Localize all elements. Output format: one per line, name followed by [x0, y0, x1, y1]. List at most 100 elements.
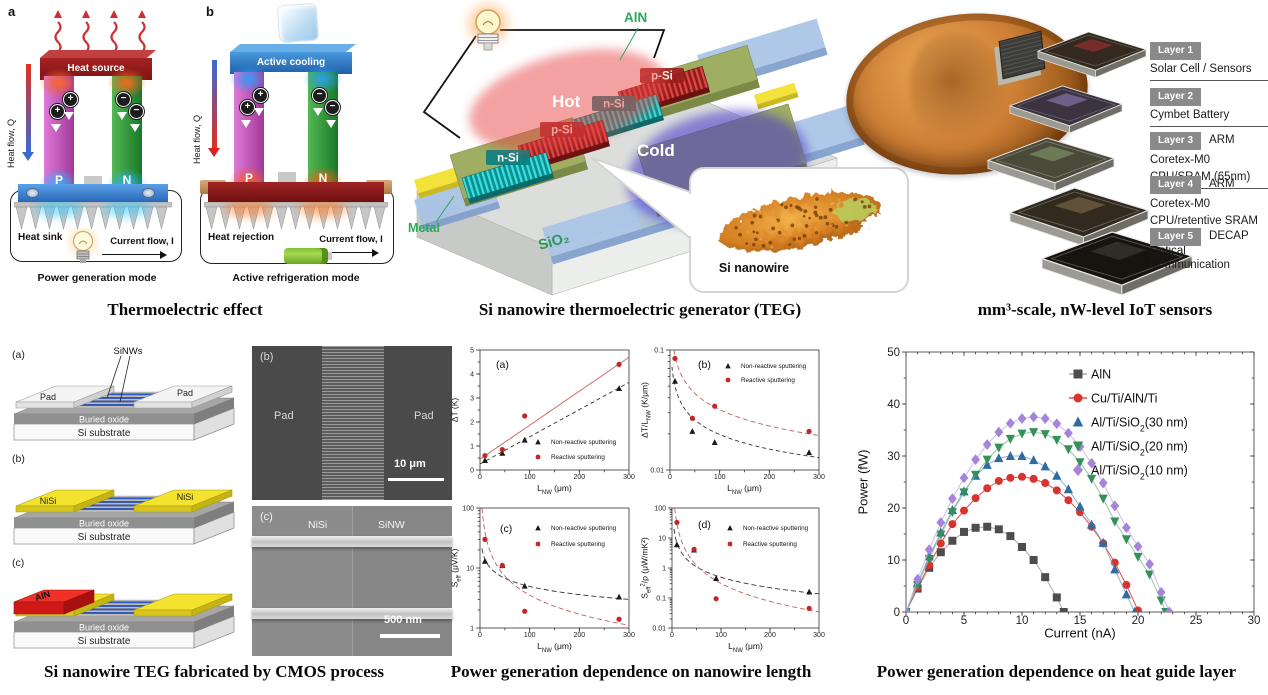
carrier-arrow [51, 124, 61, 132]
step-tag: (a) [12, 349, 25, 361]
series-0 [671, 366, 819, 459]
x-axis-label: LNW (μm) [537, 641, 572, 654]
active-cooling-label: Active cooling [256, 57, 326, 68]
light-bulb-icon [70, 229, 96, 263]
series-1 [480, 356, 629, 460]
svg-text:0.1: 0.1 [656, 595, 666, 602]
hot-plate [208, 182, 384, 202]
svg-text:100: 100 [462, 505, 474, 512]
heat-flow-label: Heat flow, Q [6, 118, 16, 168]
scale-bar [380, 634, 440, 638]
screw [26, 188, 39, 198]
iot-layer-1: Layer 1 Solar Cell / Sensors [1150, 40, 1268, 81]
sem-tag: (b) [260, 351, 274, 363]
panel-thermoelectric-b: b Active cooling Heat flow, Q P N + + − … [190, 2, 402, 296]
screw [142, 188, 155, 198]
battery-terminal [328, 252, 332, 260]
n-label: N [122, 173, 132, 187]
caption-cmos: Si nanowire TEG fabricated by CMOS proce… [43, 662, 385, 681]
svg-text:Reactive sputtering: Reactive sputtering [741, 377, 795, 384]
nisi-label: NiSi [40, 496, 57, 506]
aln-callout-line [619, 27, 639, 61]
current-arrowhead [372, 248, 379, 257]
legend: Non-reactive sputtering Reactive sputteri… [535, 439, 617, 461]
chart-seebeck: 0 100 200 300 1 10 100 LNW (μm) Seff (μV/K) (c) No… [450, 500, 638, 665]
current-arrow [310, 252, 372, 253]
svg-text:15: 15 [1074, 615, 1087, 627]
svg-text:100: 100 [714, 474, 726, 481]
active-cooling-top [230, 44, 356, 52]
sinws-callout: SiNWs [113, 346, 142, 357]
chart-delta-t: 0 100 200 300 0 1 2 3 4 5 LNW (μm) ΔT (K) (a) Non-rea… [450, 342, 638, 507]
caption-teg: Si nanowire thermoelectric generator (TE… [478, 300, 802, 319]
series-0 [480, 382, 629, 465]
n-label: N [318, 171, 328, 185]
carrier-arrow [313, 108, 323, 116]
carrier-arrow [241, 120, 251, 128]
svg-text:200: 200 [763, 474, 775, 481]
svg-text:300: 300 [813, 632, 825, 639]
svg-text:200: 200 [573, 474, 585, 481]
svg-text:0: 0 [478, 474, 482, 481]
p-label: P [244, 171, 253, 185]
metal-callout-line [435, 195, 455, 223]
iot-layer-title: ARM Coretex-M0 [1150, 178, 1235, 210]
sem-tag: (c) [260, 511, 273, 523]
sem-image-c: (c) NiSi SiNW 500 nm [252, 506, 452, 656]
axes [666, 349, 820, 474]
plot-area [906, 411, 1174, 612]
svg-text:Reactive sputtering: Reactive sputtering [551, 454, 605, 461]
svg-text:Non-reactive sputtering: Non-reactive sputtering [551, 525, 617, 532]
svg-text:0: 0 [668, 474, 672, 481]
substrate-label: Si substrate [78, 428, 131, 439]
svg-text:5: 5 [470, 347, 474, 354]
iot-layer-list: Layer 1 Solar Cell / Sensors Layer 2 Cymbet… [1150, 6, 1268, 298]
tick-labels: 0 100 200 300 0.01 0.1 1 10 100 [652, 505, 825, 639]
hot-label: Hot [552, 92, 581, 111]
svg-text:Cu/Ti/AlN/Ti: Cu/Ti/AlN/Ti [1091, 391, 1157, 405]
chart-power-current: 0 5 10 15 20 25 30 0 10 20 30 40 50 Current (nA) Power… [856, 340, 1268, 665]
legend: Non-reactive sputtering Reactive sputteri… [727, 525, 809, 548]
carrier-arrow [117, 112, 127, 120]
panel-tag: (d) [698, 519, 711, 531]
svg-text:100: 100 [654, 505, 666, 512]
iot-layer-badge: Layer 4 [1150, 176, 1202, 194]
svg-text:10: 10 [1016, 615, 1029, 627]
n-si-tag: n-Si [497, 153, 519, 165]
minus-charge: − [129, 104, 144, 119]
y-axis-label: ΔT/LNW (K/μm) [640, 382, 653, 438]
legend: Non-reactive sputtering Reactive sputteri… [535, 525, 617, 548]
plot-dT: 0 100 200 300 0 1 2 3 4 5 LNW (μm) ΔT (K) (a) Non-rea… [450, 347, 635, 496]
sinw-label: SiNW [378, 519, 405, 531]
plus-charge: + [253, 88, 268, 103]
svg-text:3: 3 [470, 395, 474, 402]
tick-labels: 0 100 200 300 0.01 0.1 [650, 347, 825, 481]
svg-text:25: 25 [1190, 615, 1203, 627]
aln-label: AlN [34, 589, 52, 603]
metal-callout: Metal [408, 221, 440, 235]
svg-text:40: 40 [887, 399, 900, 411]
x-axis-label: LNW (μm) [728, 641, 763, 654]
battery-icon [284, 248, 328, 264]
substrate-label: Si substrate [78, 636, 131, 647]
legend: Non-reactive sputtering Reactive sputteri… [725, 363, 807, 384]
svg-text:300: 300 [623, 474, 635, 481]
inset-label: Si nanowire [719, 261, 789, 275]
svg-text:0.1: 0.1 [654, 347, 664, 354]
svg-text:0: 0 [894, 607, 900, 619]
svg-text:Reactive sputtering: Reactive sputtering [551, 541, 605, 548]
tick-labels: 0 100 200 300 0 1 2 3 4 5 [470, 347, 635, 481]
minus-charge: − [325, 100, 340, 115]
minus-charge: − [116, 92, 131, 107]
svg-text:200: 200 [573, 632, 585, 639]
svg-text:300: 300 [623, 632, 635, 639]
tick-labels: 0 5 10 15 20 25 30 0 10 20 30 40 50 [887, 347, 1260, 627]
step-tag: (c) [12, 557, 24, 569]
svg-text:100: 100 [524, 474, 536, 481]
ice-cube-icon [276, 2, 320, 44]
axes [476, 507, 630, 632]
svg-text:AlN: AlN [1091, 367, 1111, 381]
mode-caption: Active refrigeration mode [232, 272, 360, 284]
svg-text:0: 0 [470, 467, 474, 474]
